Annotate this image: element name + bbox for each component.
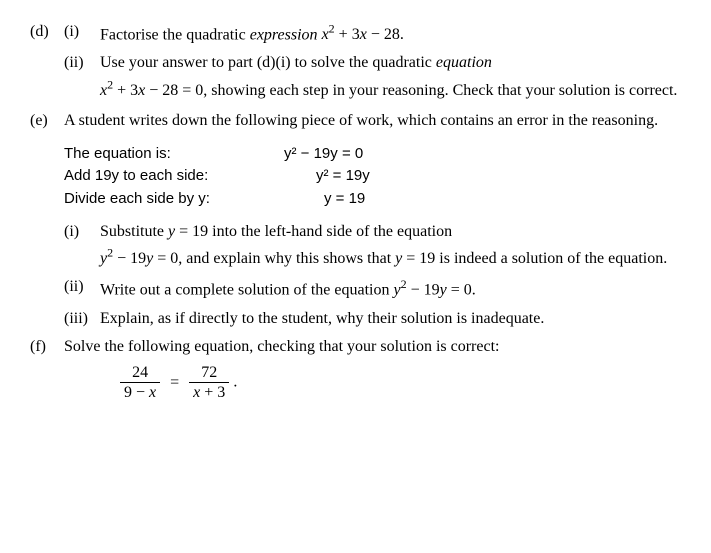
hw-r2-left: Add 19y to each side: <box>64 165 284 188</box>
fraction-1: 24 9 − x <box>120 363 160 402</box>
label-f: (f) <box>30 335 64 359</box>
hw-r3-left: Divide each side by y: <box>64 188 284 211</box>
label-e-i: (i) <box>64 220 100 271</box>
label-e-ii: (ii) <box>64 275 100 302</box>
label-d: (d) <box>30 20 64 47</box>
question-f: (f) Solve the following equation, checki… <box>30 335 681 359</box>
label-e: (e) <box>30 109 64 133</box>
frac2-den: x + 3 <box>189 383 229 402</box>
text-e-i-2: y2 − 19y = 0, and explain why this shows… <box>100 250 667 267</box>
text-f-intro: Solve the following equation, checking t… <box>64 335 681 359</box>
text-e-i-1: Substitute y = 19 into the left-hand sid… <box>100 223 452 240</box>
text-d-ii-2: x2 + 3x − 28 = 0, showing each step in y… <box>100 82 677 99</box>
spacer <box>30 275 64 302</box>
hw-r3-right: y = 19 <box>284 188 681 211</box>
text-e-i: Substitute y = 19 into the left-hand sid… <box>100 220 681 271</box>
fraction-2: 72 x + 3 <box>189 363 229 402</box>
label-e-iii: (iii) <box>64 307 100 331</box>
handwriting-block: The equation is: y² − 19y = 0 Add 19y to… <box>64 143 681 211</box>
spacer <box>30 51 64 102</box>
period: . <box>233 374 237 391</box>
frac2-num: 72 <box>189 363 229 383</box>
spacer <box>30 307 64 331</box>
hw-row-3: Divide each side by y: y = 19 <box>64 188 681 211</box>
text-d-ii-em: equation <box>436 54 492 71</box>
question-e-iii: (iii) Explain, as if directly to the stu… <box>30 307 681 331</box>
question-d-ii: (ii) Use your answer to part (d)(i) to s… <box>30 51 681 102</box>
hw-r1-right: y² − 19y = 0 <box>284 143 681 166</box>
text-d-i: Factorise the quadratic expression x2 + … <box>100 20 681 47</box>
frac1-den: 9 − x <box>120 383 160 402</box>
equation-f: 24 9 − x = 72 x + 3 . <box>120 363 681 402</box>
question-e-i: (i) Substitute y = 19 into the left-hand… <box>30 220 681 271</box>
hw-row-2: Add 19y to each side: y² = 19y <box>64 165 681 188</box>
text-e-intro: A student writes down the following piec… <box>64 109 681 133</box>
text-d-ii: Use your answer to part (d)(i) to solve … <box>100 51 681 102</box>
equals-sign: = <box>170 374 179 391</box>
text-e-ii: Write out a complete solution of the equ… <box>100 275 681 302</box>
question-d-i: (d) (i) Factorise the quadratic expressi… <box>30 20 681 47</box>
text-d-ii-1a: Use your answer to part (d)(i) to solve … <box>100 54 436 71</box>
text-d-i-em: expression <box>250 26 318 43</box>
hw-r1-left: The equation is: <box>64 143 284 166</box>
hw-r2-right: y² = 19y <box>284 165 681 188</box>
text-d-i-pre: Factorise the quadratic <box>100 26 250 43</box>
label-d-i: (i) <box>64 20 100 47</box>
label-d-ii: (ii) <box>64 51 100 102</box>
frac1-num: 24 <box>120 363 160 383</box>
spacer <box>30 220 64 271</box>
question-e: (e) A student writes down the following … <box>30 109 681 133</box>
text-d-i-post: x2 + 3x − 28. <box>318 26 404 43</box>
hw-row-1: The equation is: y² − 19y = 0 <box>64 143 681 166</box>
text-e-iii: Explain, as if directly to the student, … <box>100 307 681 331</box>
question-e-ii: (ii) Write out a complete solution of th… <box>30 275 681 302</box>
